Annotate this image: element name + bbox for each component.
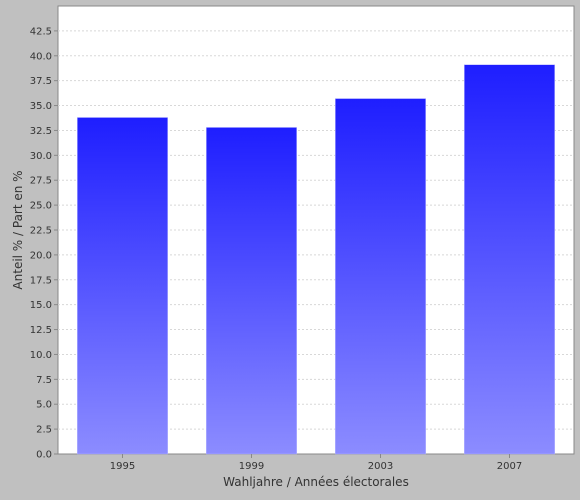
- y-tick-label: 7.5: [36, 375, 52, 386]
- y-tick-label: 5.0: [36, 400, 52, 411]
- x-axis-title: Wahljahre / Années électorales: [223, 475, 409, 489]
- y-tick-label: 0.0: [36, 450, 52, 461]
- y-tick-label: 17.5: [30, 275, 52, 286]
- y-tick-label: 40.0: [30, 51, 52, 62]
- bar-2003: [335, 98, 426, 455]
- x-tick-label: 2003: [368, 461, 393, 472]
- y-tick-label: 25.0: [30, 201, 52, 212]
- x-tick-label: 1999: [239, 461, 264, 472]
- y-tick-label: 2.5: [36, 425, 52, 436]
- y-tick-label: 27.5: [30, 176, 52, 187]
- y-tick-label: 15.0: [30, 300, 52, 311]
- y-tick-label: 37.5: [30, 76, 52, 87]
- y-axis-ticks: 0.0 2.5 5.0 7.5 10.0 12.5 15.0 17.5 20.0 22.5 25.0…: [30, 26, 58, 461]
- y-axis-title: Anteil % / Part en %: [11, 170, 25, 289]
- x-tick-label: 1995: [110, 461, 135, 472]
- bar-1995: [77, 117, 168, 455]
- y-tick-label: 20.0: [30, 250, 52, 261]
- y-tick-label: 35.0: [30, 101, 52, 112]
- bars: [77, 64, 555, 455]
- bar-2007: [464, 64, 555, 455]
- y-tick-label: 32.5: [30, 126, 52, 137]
- y-tick-label: 12.5: [30, 325, 52, 336]
- x-axis-ticks: 1995 1999 2003 2007: [110, 454, 522, 472]
- x-tick-label: 2007: [497, 461, 522, 472]
- y-tick-label: 30.0: [30, 151, 52, 162]
- bar-1999: [206, 127, 297, 455]
- y-tick-label: 22.5: [30, 226, 52, 237]
- y-tick-label: 42.5: [30, 26, 52, 37]
- y-tick-label: 10.0: [30, 350, 52, 361]
